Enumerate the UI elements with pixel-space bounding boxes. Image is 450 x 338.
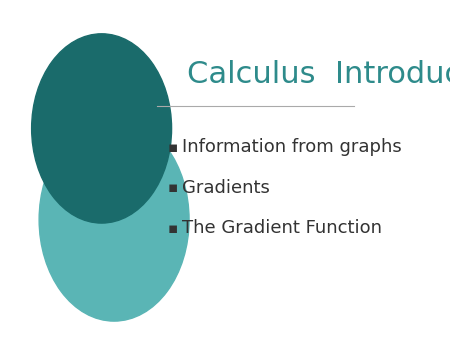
- Text: Information from graphs: Information from graphs: [181, 138, 401, 156]
- Text: The Gradient Function: The Gradient Function: [181, 219, 382, 237]
- Text: Gradients: Gradients: [181, 178, 270, 197]
- Circle shape: [39, 118, 189, 321]
- Text: ▪: ▪: [167, 180, 178, 195]
- Text: ▪: ▪: [167, 221, 178, 236]
- Text: Calculus  Introduction: Calculus Introduction: [187, 60, 450, 89]
- Text: ▪: ▪: [167, 140, 178, 154]
- Circle shape: [32, 34, 171, 223]
